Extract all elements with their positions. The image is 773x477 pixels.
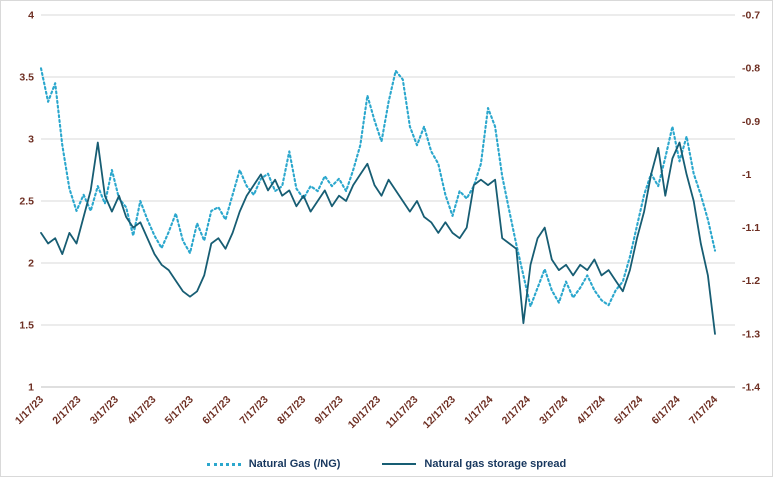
svg-text:-0.8: -0.8 xyxy=(742,63,760,75)
svg-text:7/17/23: 7/17/23 xyxy=(238,394,271,427)
svg-text:3/17/24: 3/17/24 xyxy=(537,394,570,427)
legend-label-storage-spread: Natural gas storage spread xyxy=(424,458,567,470)
legend-item-natural-gas: Natural Gas (/NG) xyxy=(206,458,341,470)
dual-axis-line-chart: 4 3.5 3 2.5 2 1.5 1 -0.7 -0.8 -0.9 -1 -1.1 -1.2 -1.3 -… xyxy=(13,10,760,432)
svg-text:2: 2 xyxy=(28,258,34,270)
chart-legend: Natural Gas (/NG) Natural gas storage sp… xyxy=(1,449,772,476)
svg-text:-0.9: -0.9 xyxy=(742,116,760,128)
svg-text:4/17/23: 4/17/23 xyxy=(125,394,158,427)
svg-text:2.5: 2.5 xyxy=(19,196,34,208)
svg-text:-1.3: -1.3 xyxy=(742,328,760,340)
svg-text:1.5: 1.5 xyxy=(19,320,34,332)
svg-text:12/17/23: 12/17/23 xyxy=(421,394,458,431)
svg-text:1/17/23: 1/17/23 xyxy=(13,394,46,427)
legend-item-storage-spread: Natural gas storage spread xyxy=(382,458,566,470)
svg-text:3/17/23: 3/17/23 xyxy=(88,394,121,427)
svg-text:2/17/24: 2/17/24 xyxy=(500,394,533,427)
svg-text:2/17/23: 2/17/23 xyxy=(50,394,83,427)
svg-text:-1.1: -1.1 xyxy=(742,222,760,234)
svg-text:1/17/24: 1/17/24 xyxy=(462,394,495,427)
svg-text:-1.2: -1.2 xyxy=(742,275,760,287)
svg-text:-1: -1 xyxy=(742,169,751,181)
svg-text:5/17/23: 5/17/23 xyxy=(163,394,196,427)
legend-label-natural-gas: Natural Gas (/NG) xyxy=(248,458,341,470)
svg-text:9/17/23: 9/17/23 xyxy=(312,394,345,427)
svg-text:4/17/24: 4/17/24 xyxy=(575,394,608,427)
svg-text:1: 1 xyxy=(28,382,34,394)
svg-text:-1.4: -1.4 xyxy=(742,382,760,394)
svg-text:11/17/23: 11/17/23 xyxy=(384,394,421,431)
svg-text:3: 3 xyxy=(28,134,34,146)
svg-text:10/17/23: 10/17/23 xyxy=(346,394,383,431)
svg-text:4: 4 xyxy=(28,10,34,22)
svg-text:5/17/24: 5/17/24 xyxy=(612,394,645,427)
svg-text:6/17/23: 6/17/23 xyxy=(200,394,233,427)
svg-text:3.5: 3.5 xyxy=(19,72,34,84)
svg-text:7/17/24: 7/17/24 xyxy=(687,394,720,427)
svg-text:-0.7: -0.7 xyxy=(742,10,760,22)
svg-text:6/17/24: 6/17/24 xyxy=(649,394,682,427)
dotted-series-swatch-icon xyxy=(206,462,241,466)
svg-text:8/17/23: 8/17/23 xyxy=(275,394,308,427)
solid-series-swatch-icon xyxy=(382,463,417,465)
